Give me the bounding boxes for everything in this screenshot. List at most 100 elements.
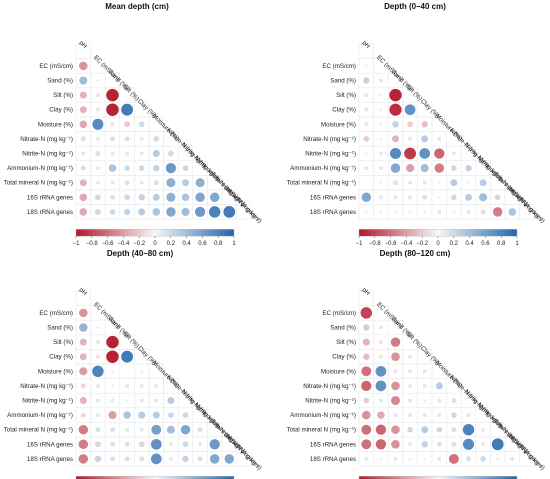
correlation-circle [389,147,402,160]
correlation-circle [491,438,504,451]
correlation-circle [182,441,189,448]
correlation-circle [182,455,189,463]
correlation-circle [78,439,89,450]
correlation-circle [78,454,89,464]
correlation-circle [154,398,159,403]
row-label: Total mineral N (mg kg⁻¹) [4,180,73,187]
row-label: Sand (%) [330,325,356,332]
correlation-circle [375,365,387,377]
row-label: Nitrite-N (mg kg⁻¹) [22,398,73,405]
correlation-circle [168,456,173,461]
correlation-circle [153,164,160,172]
correlation-circle [94,455,102,463]
correlation-circle [79,323,88,332]
correlation-circle [363,77,370,84]
correlation-circle [364,152,368,155]
colorbar-tick-label: 0.4 [182,241,191,247]
correlation-circle [408,210,412,214]
colorbar-tick-label: 1 [515,241,519,247]
correlation-circle [408,383,413,388]
correlation-circle [152,208,161,216]
correlation-circle [462,423,475,436]
correlation-circle [111,384,114,388]
row-label: Moisture (%) [38,121,73,128]
correlation-circle [379,122,383,126]
correlation-circle [95,398,100,403]
row-label: Clay (%) [332,107,356,114]
grid-cell [236,204,252,220]
correlation-circle [92,365,104,378]
row-label: Nitrate-N (mg kg⁻¹) [20,136,73,143]
correlation-circle [198,442,203,447]
row-label: Sand (%) [330,78,356,85]
correlation-circle [364,107,369,112]
row-label: Ammonium-N (mg kg⁻¹) [290,165,356,172]
correlation-circle [108,411,117,420]
correlation-circle [391,440,400,449]
correlation-circle [378,354,383,359]
correlation-circle [96,326,100,329]
row-label: Moisture (%) [321,368,356,375]
colorbar-tick-label: 0.2 [450,241,459,247]
row-label: Nitrite-N (mg kg⁻¹) [305,151,356,158]
correlation-circle [437,181,441,185]
correlation-circle [364,166,369,171]
correlation-circle [435,382,443,390]
correlation-circle [195,178,205,188]
correlation-circle [408,442,413,447]
correlation-panel-1: Mean depth (cm) EC (mS/cm) Sand (%) Silt (%… [4,2,263,247]
row-label: 16S rRNA genes [27,441,73,448]
correlation-circle [95,209,101,215]
correlation-circle [138,441,145,448]
grid-cell [519,204,535,220]
colorbar-tick-label: 0.6 [481,241,490,247]
correlation-circle [165,162,177,174]
colorbar-tick-label: −0.4 [400,241,413,247]
colorbar-tick-label: 0 [153,241,157,247]
correlation-circle [209,439,220,450]
correlation-circle [223,205,236,218]
correlation-circle [79,396,87,405]
correlation-circle [96,79,100,82]
correlation-circle [378,398,383,403]
correlation-circle [437,413,442,418]
correlation-circle [138,121,145,128]
correlation-circle [422,413,427,418]
correlation-circle [448,453,459,464]
correlation-circle [365,181,368,184]
correlation-circle [393,195,398,200]
correlation-circle [195,192,205,203]
correlation-circle [80,136,86,142]
row-label: EC (mS/cm) [322,63,356,70]
correlation-panel-4: Depth (80–120 cm) EC (mS/cm) Sand (%) Silt … [287,249,546,479]
panel-title: Depth (0–40 cm) [384,2,446,11]
row-label: Moisture (%) [321,121,356,128]
correlation-circle [437,136,442,141]
correlation-circle [182,165,189,171]
correlation-circle [390,163,401,173]
row-label: Clay (%) [332,354,356,361]
correlation-circle [80,165,86,171]
row-label: 18S rRNA genes [310,209,356,216]
row-label: Total mineral N (mg kg⁻¹) [4,427,73,434]
colorbar [75,476,235,479]
correlation-circle [124,456,130,462]
correlation-circle [390,395,401,406]
correlation-circle [124,194,130,201]
correlation-circle [421,426,429,434]
correlation-circle [421,121,428,128]
correlation-circle [361,380,372,392]
row-label: 18S rRNA genes [27,209,73,216]
correlation-circle [108,164,117,172]
correlation-circle [451,165,457,171]
correlation-circle [208,206,221,218]
correlation-circle [139,456,145,462]
correlation-circle [451,194,457,201]
correlation-panel-3: Depth (40–80 cm) EC (mS/cm) Sand (%) Silt (… [4,249,263,479]
correlation-circle [379,210,383,214]
correlation-circle [110,151,115,156]
row-label: Ammonium-N (mg kg⁻¹) [290,412,356,419]
correlation-circle [153,180,159,186]
correlation-circle [209,454,220,464]
correlation-circle [126,370,129,373]
